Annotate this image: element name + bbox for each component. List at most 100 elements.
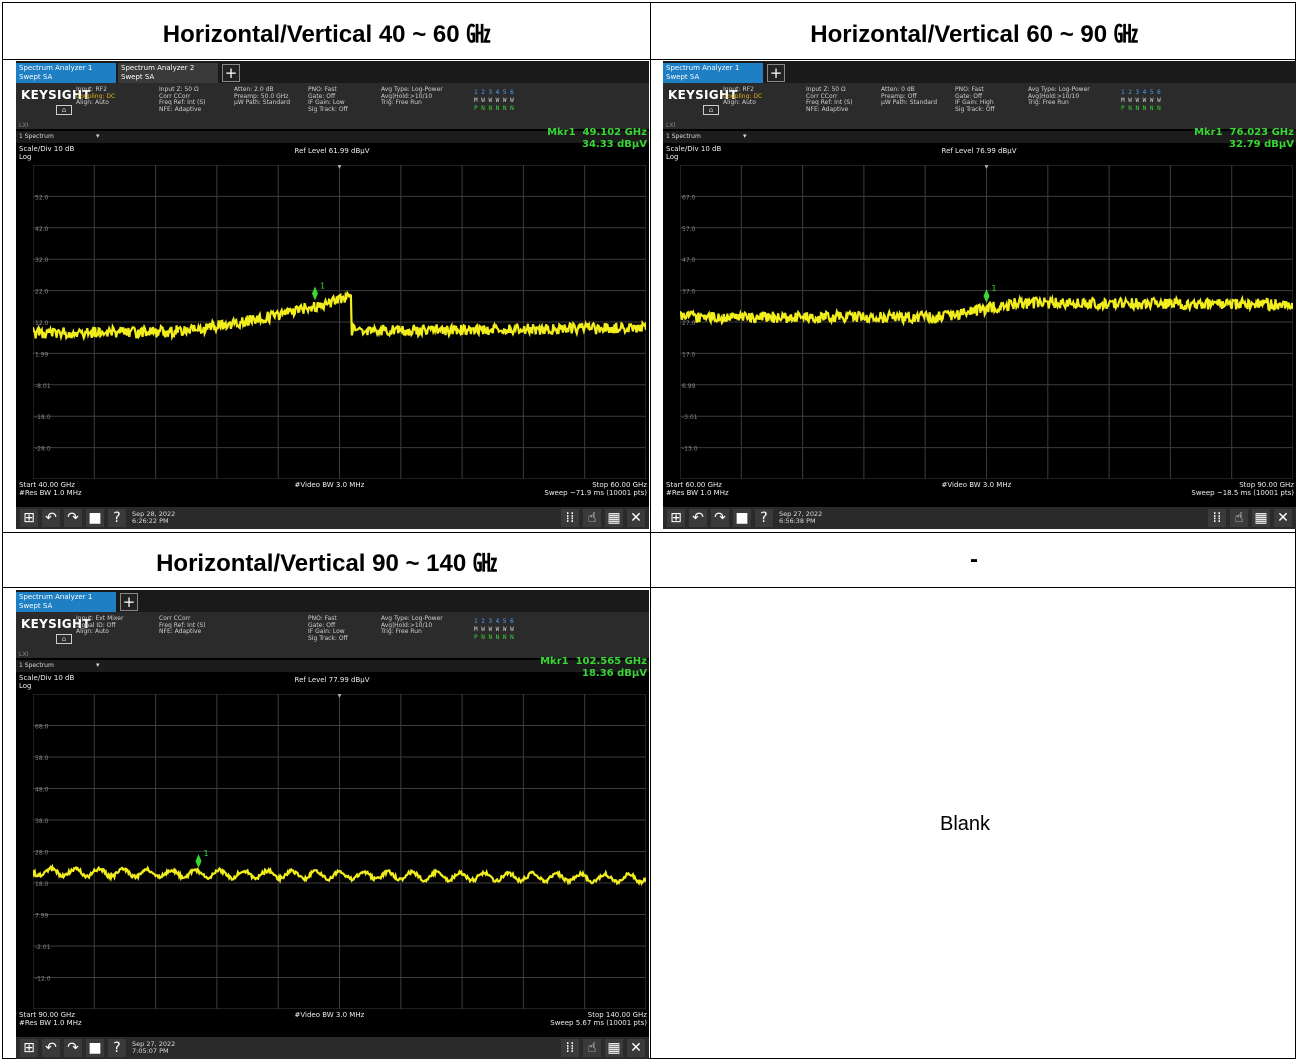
marker-frequency: Mkr1 102.565 GHz — [540, 656, 647, 667]
layout-icon[interactable]: ▦ — [605, 1039, 623, 1057]
help-icon[interactable]: ? — [108, 1039, 126, 1057]
settings-col4[interactable]: PNO: Fast Gate: Off IF Gain: Low Sig Tra… — [308, 86, 348, 113]
marker-amplitude: 32.79 dBµV — [1229, 139, 1294, 150]
layout-icon[interactable]: ▦ — [605, 509, 623, 527]
windows-icon[interactable]: ⊞ — [20, 509, 38, 527]
touch-icon[interactable]: ☝ — [1230, 509, 1248, 527]
chevron-down-icon[interactable]: ▾ — [96, 132, 100, 140]
settings-col4[interactable]: PNO: Fast Gate: Off IF Gain: High Sig Tr… — [955, 86, 995, 113]
settings-col4[interactable]: PNO: Fast Gate: Off IF Gain: Low Sig Tra… — [308, 615, 348, 642]
scale-per-div: Scale/Div 10 dB Log — [666, 145, 722, 161]
ref-level: Ref Level 61.99 dBµV — [294, 147, 370, 155]
add-tab-button[interactable]: + — [222, 64, 240, 82]
help-icon[interactable]: ? — [755, 509, 773, 527]
settings-col2[interactable]: Input Z: 50 Ω Corr CCorr Freq Ref: Int (… — [806, 86, 853, 113]
layout-icon[interactable]: ▦ — [1252, 509, 1270, 527]
keypad-icon[interactable]: ⁞⁞ — [561, 509, 579, 527]
chevron-down-icon[interactable]: ▾ — [743, 132, 747, 140]
lxi-label: LXI — [19, 651, 29, 658]
marker-1-label: 1 — [204, 849, 209, 858]
stop-frequency: Stop 140.00 GHz Sweep 5.67 ms (10001 pts… — [550, 1011, 647, 1027]
settings-col5[interactable]: Avg Type: Log-Power Avg|Hold:>10/10 Trig… — [381, 86, 443, 106]
message-icon[interactable]: ⌂ — [703, 105, 719, 115]
spectrum-plot[interactable]: 68.0 58.0 48.0 38.0 28.0 18.0 7.99 -2.01 -12.0 1 — [33, 694, 646, 1009]
y-axis-tick-label: -2.01 — [35, 944, 51, 951]
fullscreen-icon[interactable]: ✕ — [627, 1039, 645, 1057]
tab-spectrum-analyzer-2[interactable]: Spectrum Analyzer 2 Swept SA — [118, 63, 218, 83]
touch-icon[interactable]: ☝ — [583, 1039, 601, 1057]
settings-col5[interactable]: Avg Type: Log-Power Avg|Hold:>10/10 Trig… — [381, 615, 443, 635]
window-selector[interactable]: 1 Spectrum ▾ — [16, 131, 649, 143]
undo-icon[interactable]: ↶ — [42, 1039, 60, 1057]
window-label: 1 Spectrum — [19, 662, 54, 669]
marker-1 — [311, 286, 318, 301]
file-icon[interactable]: ■ — [733, 509, 751, 527]
settings-line: Align: Auto — [76, 99, 109, 106]
y-axis-tick-label: 42.0 — [35, 226, 49, 233]
marker-frequency: Mkr1 76.023 GHz — [1194, 127, 1294, 138]
y-axis-tick-label: 28.0 — [35, 850, 49, 857]
settings-col2[interactable]: Input Z: 50 Ω Corr CCorr Freq Ref: Int (… — [159, 86, 206, 113]
chevron-down-icon[interactable]: ▾ — [96, 661, 100, 669]
settings-col1[interactable]: Input: RF2 Coupling: DC Align: Auto — [76, 86, 115, 107]
header-90-140: Horizontal/Vertical 90 ~ 140 ㎓ — [156, 549, 497, 577]
touch-icon[interactable]: ☝ — [583, 509, 601, 527]
settings-col1[interactable]: Input: Ext Mixer Signal ID: Off Align: A… — [76, 615, 124, 635]
taskbar: ⊞ ↶ ↷ ■? Sep 27, 2022 6:56:38 PM ⁞⁞ ☝ ▦ ✕ — [663, 507, 1296, 529]
add-tab-button[interactable]: + — [120, 593, 138, 611]
window-label: 1 Spectrum — [19, 133, 54, 140]
ref-level: Ref Level 76.99 dBµV — [941, 147, 1017, 155]
trace-modes: M W W W W W — [1121, 97, 1161, 104]
windows-icon[interactable]: ⊞ — [667, 509, 685, 527]
add-tab-button[interactable]: + — [767, 64, 785, 82]
fullscreen-icon[interactable]: ✕ — [1274, 509, 1292, 527]
settings-col1[interactable]: Input: RF2 Coupling: DC Align: Auto — [723, 86, 763, 107]
spectrum-plot[interactable]: 52.0 42.0 32.0 22.0 12.0 1.99 -8.01 -18.0 -28.0 1 — [33, 165, 646, 479]
keypad-icon[interactable]: ⁞⁞ — [561, 1039, 579, 1057]
marker-1 — [983, 289, 990, 304]
settings-line: Coupling: DC — [723, 92, 763, 100]
y-axis-tick-label: 27.0 — [682, 320, 696, 327]
y-axis-tick-label: -18.0 — [35, 414, 51, 421]
tab-spectrum-analyzer-1[interactable]: Spectrum Analyzer 1 Swept SA — [16, 63, 116, 83]
redo-icon[interactable]: ↷ — [64, 509, 82, 527]
help-icon[interactable]: ? — [108, 509, 126, 527]
y-axis-tick-label: -8.01 — [35, 383, 51, 390]
redo-icon[interactable]: ↷ — [64, 1039, 82, 1057]
file-icon[interactable]: ■ — [86, 1039, 104, 1057]
lxi-label: LXI — [666, 122, 676, 129]
message-icon[interactable]: ⌂ — [56, 105, 72, 115]
date-time: Sep 27, 2022 6:56:38 PM — [779, 510, 823, 525]
file-icon[interactable]: ■ — [86, 509, 104, 527]
trace-numbers: 1 2 3 4 5 6 — [474, 618, 514, 625]
settings-col5[interactable]: Avg Type: Log-Power Avg|Hold:>10/10 Trig… — [1028, 86, 1090, 106]
settings-col3[interactable]: Atten: 0 dB Preamp: Off µW Path: Standar… — [881, 86, 938, 106]
marker-readout: Mkr1 76.023 GHz 32.79 dBµV — [1194, 127, 1294, 151]
marker-1-label: 1 — [320, 281, 325, 290]
keypad-icon[interactable]: ⁞⁞ — [1208, 509, 1226, 527]
redo-icon[interactable]: ↷ — [711, 509, 729, 527]
trace-1 — [33, 863, 646, 887]
undo-icon[interactable]: ↶ — [42, 509, 60, 527]
settings-line: Input: RF2 — [723, 86, 754, 93]
lxi-label: LXI — [19, 122, 29, 129]
spectrum-plot[interactable]: 67.0 57.0 47.0 37.0 27.0 17.0 6.99 -3.01 -13.0 1 — [680, 165, 1293, 479]
settings-col3[interactable]: Atten: 2.0 dB Preamp: 50.0 GHz µW Path: … — [234, 86, 291, 106]
message-icon[interactable]: ⌂ — [56, 634, 72, 644]
settings-col2[interactable]: Corr CCorr Freq Ref: Int (S) NFE: Adapti… — [159, 615, 206, 635]
undo-icon[interactable]: ↶ — [689, 509, 707, 527]
tab-spectrum-analyzer-1[interactable]: Spectrum Analyzer 1 Swept SA — [16, 592, 116, 612]
y-axis-tick-label: 17.0 — [682, 351, 696, 358]
window-selector[interactable]: 1 Spectrum ▾ — [663, 131, 1296, 143]
y-axis-tick-label: 58.0 — [35, 755, 49, 762]
taskbar: ⊞ ↶ ↷ ■? Sep 27, 2022 7:05:07 PM ⁞⁞ ☝ ▦ ✕ — [16, 1037, 649, 1059]
row-divider — [3, 59, 1295, 60]
tab-spectrum-analyzer-1[interactable]: Spectrum Analyzer 1 Swept SA — [663, 63, 763, 83]
window-selector[interactable]: 1 Spectrum ▾ — [16, 660, 649, 672]
marker-1 — [195, 854, 202, 869]
fullscreen-icon[interactable]: ✕ — [627, 509, 645, 527]
windows-icon[interactable]: ⊞ — [20, 1039, 38, 1057]
